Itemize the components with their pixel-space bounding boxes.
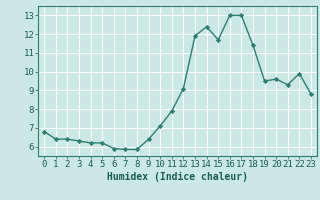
X-axis label: Humidex (Indice chaleur): Humidex (Indice chaleur) <box>107 172 248 182</box>
